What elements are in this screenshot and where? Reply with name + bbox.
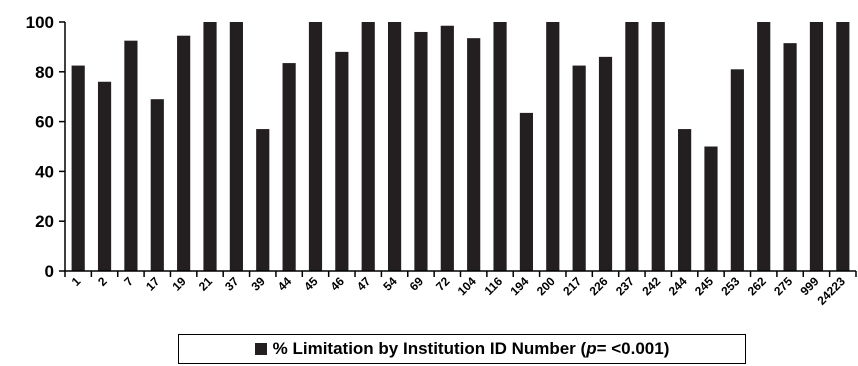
bar-69	[414, 31, 428, 272]
x-tick-label: 46	[328, 274, 348, 294]
y-tick-label: 100	[26, 13, 54, 32]
bar-104	[467, 38, 481, 272]
x-tick-label: 244	[666, 274, 690, 298]
bar-116	[493, 22, 507, 271]
y-tick-label: 0	[45, 262, 54, 281]
bar-2	[97, 81, 112, 271]
bar-54	[387, 22, 402, 271]
x-tick-label: 39	[249, 274, 269, 294]
x-tick-label: 253	[718, 274, 742, 298]
x-tick-label: 226	[587, 274, 611, 298]
bar-245	[704, 146, 718, 271]
x-tick-label: 24223	[814, 274, 848, 308]
bar-39	[256, 129, 270, 271]
x-tick-label: 72	[433, 274, 453, 294]
legend-swatch	[254, 343, 267, 355]
bar-262	[757, 22, 771, 271]
legend: % Limitation by Institution ID Number (p…	[178, 334, 746, 364]
x-tick-label: 275	[771, 274, 795, 298]
legend-label-p: p	[586, 339, 597, 358]
x-tick-label: 54	[380, 274, 400, 294]
legend-label-main: % Limitation by Institution ID Number (	[272, 339, 587, 358]
bar-46	[335, 51, 349, 271]
x-tick-label: 217	[560, 274, 584, 298]
bar-7	[124, 40, 138, 271]
x-tick-label: 17	[143, 274, 163, 294]
x-axis: 1 2 7 17 19 21 37 39 44 45 46 47 54 69 72 104 116 194 200 2…	[64, 270, 857, 308]
x-tick-label: 194	[507, 274, 531, 298]
bar-1	[71, 65, 85, 271]
bar-37	[229, 22, 243, 271]
bar-200	[546, 22, 560, 271]
bar-44	[282, 63, 296, 272]
bar-226	[598, 56, 613, 271]
bar-194	[519, 112, 534, 271]
x-tick-label: 44	[275, 274, 295, 294]
bar-24223	[836, 22, 850, 271]
x-tick-label: 21	[196, 274, 216, 294]
legend-label-tail: = <0.001)	[596, 339, 670, 358]
x-tick-label: 1	[69, 274, 84, 289]
bar-275	[783, 43, 797, 271]
bars	[71, 22, 850, 272]
bar-47	[361, 22, 375, 271]
bar-21	[203, 22, 217, 271]
bar-72	[440, 25, 454, 271]
bar-17	[150, 99, 164, 271]
x-tick-label: 116	[482, 274, 506, 298]
y-tick-label: 40	[35, 162, 54, 181]
bar-242	[651, 22, 665, 271]
x-tick-label: 104	[455, 274, 479, 298]
x-tick-label: 237	[613, 274, 637, 298]
y-axis: 0 20 40 60 80 100	[26, 13, 66, 281]
x-tick-label: 37	[222, 274, 242, 294]
bar-19	[177, 35, 191, 271]
bar-253	[730, 69, 744, 271]
bar-244	[678, 129, 692, 271]
x-tick-label: 69	[407, 274, 427, 294]
x-tick-label: 45	[301, 274, 321, 294]
y-tick-label: 80	[35, 63, 54, 82]
x-tick-label: 19	[169, 274, 189, 294]
x-tick-label: 242	[639, 274, 663, 298]
x-tick-label: 200	[534, 274, 558, 298]
y-tick-label: 60	[35, 113, 54, 132]
x-tick-label: 262	[745, 274, 769, 298]
x-tick-label: 2	[95, 274, 110, 289]
x-tick-label: 47	[354, 274, 374, 294]
y-tick-label: 20	[35, 212, 54, 231]
bar-45	[308, 22, 323, 271]
bar-237	[625, 22, 639, 271]
bar-217	[572, 65, 586, 271]
bar-999	[809, 22, 824, 271]
x-tick-label: 245	[692, 274, 716, 298]
x-tick-label: 7	[121, 274, 136, 289]
